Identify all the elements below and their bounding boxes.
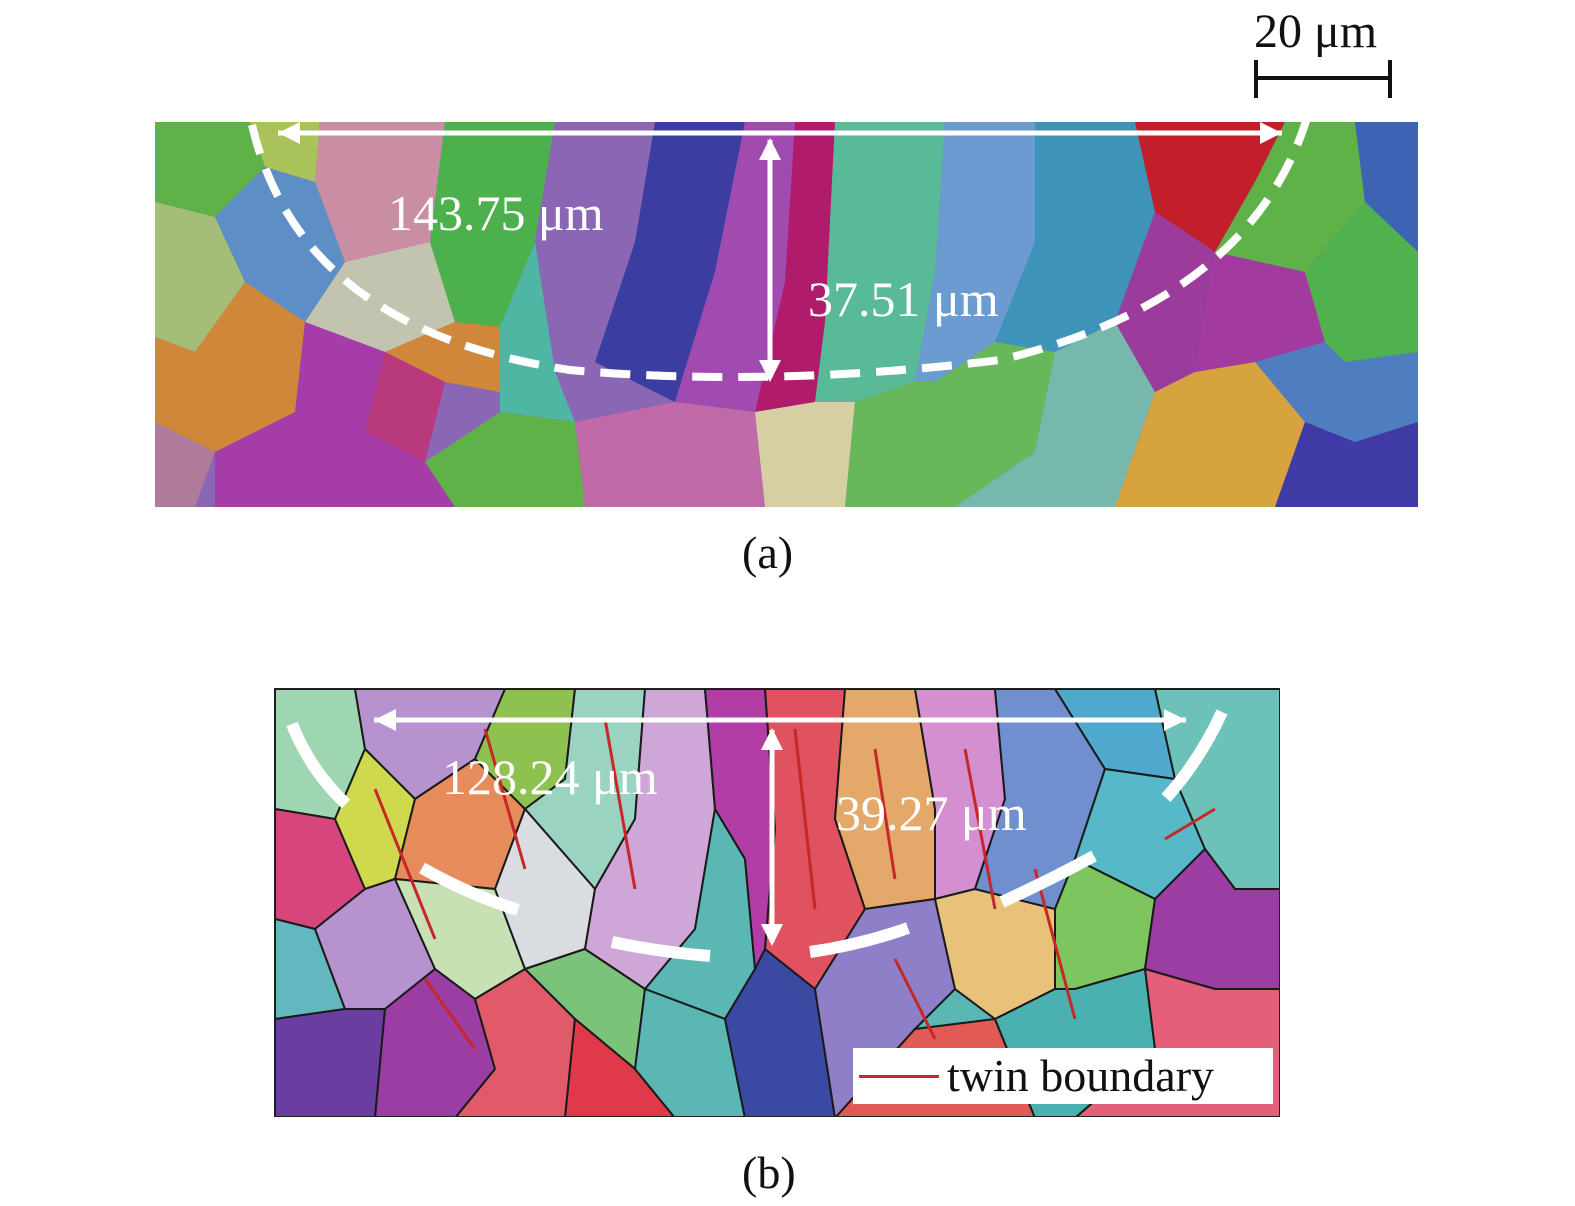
caption-b: (b)	[742, 1147, 796, 1198]
scale-bar-label: 20 μm	[1254, 5, 1378, 58]
grain-map-a	[155, 122, 1418, 507]
legend: twin boundary	[853, 1048, 1273, 1104]
depth-measurement-a: 37.51 μm	[808, 271, 999, 327]
ebsd-map-a	[155, 122, 1418, 507]
legend-label: twin boundary	[947, 1050, 1215, 1101]
width-measurement-a: 143.75 μm	[388, 185, 604, 241]
twin-boundary-swatch	[859, 1074, 939, 1078]
depth-measurement-b: 39.27 μm	[836, 785, 1027, 841]
width-measurement-b: 128.24 μm	[442, 749, 658, 805]
caption-a: (a)	[742, 527, 794, 578]
